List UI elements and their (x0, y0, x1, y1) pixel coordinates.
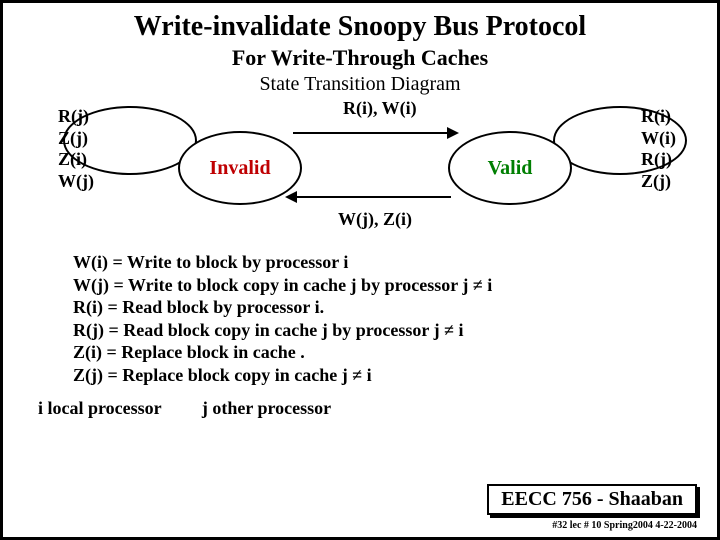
processor-footnote: i local processor j other processor (38, 398, 717, 419)
self-loop-label-line: R(i) (641, 106, 676, 128)
state-diagram: R(i), W(i) W(j), Z(i) Invalid Valid R(j)… (3, 96, 717, 251)
other-processor-note: j other processor (202, 398, 331, 418)
self-loop-label-line: R(j) (58, 106, 94, 128)
slide-frame: Write-invalidate Snoopy Bus Protocol For… (0, 0, 720, 540)
transition-top-label: R(i), W(i) (343, 98, 417, 119)
sub-subtitle: State Transition Diagram (3, 73, 717, 96)
self-loop-label-line: W(j) (58, 171, 94, 193)
legend-line: W(i) = Write to block by processor i (73, 251, 717, 274)
legend-line: W(j) = Write to block copy in cache j by… (73, 274, 717, 297)
legend-line: Z(i) = Replace block in cache . (73, 341, 717, 364)
transition-bottom-line (293, 196, 451, 198)
slide-meta-footer: #32 lec # 10 Spring2004 4-22-2004 (552, 520, 697, 531)
transition-top-line (293, 132, 451, 134)
legend-line: Z(j) = Replace block copy in cache j ≠ i (73, 364, 717, 387)
self-loop-right-labels: R(i)W(i)R(j)Z(j) (641, 106, 676, 192)
self-loop-label-line: R(j) (641, 149, 676, 171)
transition-bottom-label: W(j), Z(i) (338, 209, 412, 230)
self-loop-left-labels: R(j)Z(j)Z(i)W(j) (58, 106, 94, 192)
state-valid: Valid (448, 131, 572, 205)
subtitle: For Write-Through Caches (3, 45, 717, 71)
state-invalid-label: Invalid (209, 157, 270, 179)
self-loop-label-line: Z(i) (58, 149, 94, 171)
transition-bottom-arrowhead (285, 191, 297, 203)
course-text: EECC 756 - Shaaban (501, 488, 683, 510)
legend-line: R(i) = Read block by processor i. (73, 296, 717, 319)
state-valid-label: Valid (488, 157, 533, 179)
transition-top-arrowhead (447, 127, 459, 139)
state-invalid: Invalid (178, 131, 302, 205)
notation-legend: W(i) = Write to block by processor iW(j)… (73, 251, 717, 386)
main-title: Write-invalidate Snoopy Bus Protocol (3, 11, 717, 43)
self-loop-label-line: W(i) (641, 128, 676, 150)
legend-line: R(j) = Read block copy in cache j by pro… (73, 319, 717, 342)
local-processor-note: i local processor (38, 398, 161, 418)
self-loop-label-line: Z(j) (58, 128, 94, 150)
course-box: EECC 756 - Shaaban (487, 484, 697, 515)
self-loop-label-line: Z(j) (641, 171, 676, 193)
